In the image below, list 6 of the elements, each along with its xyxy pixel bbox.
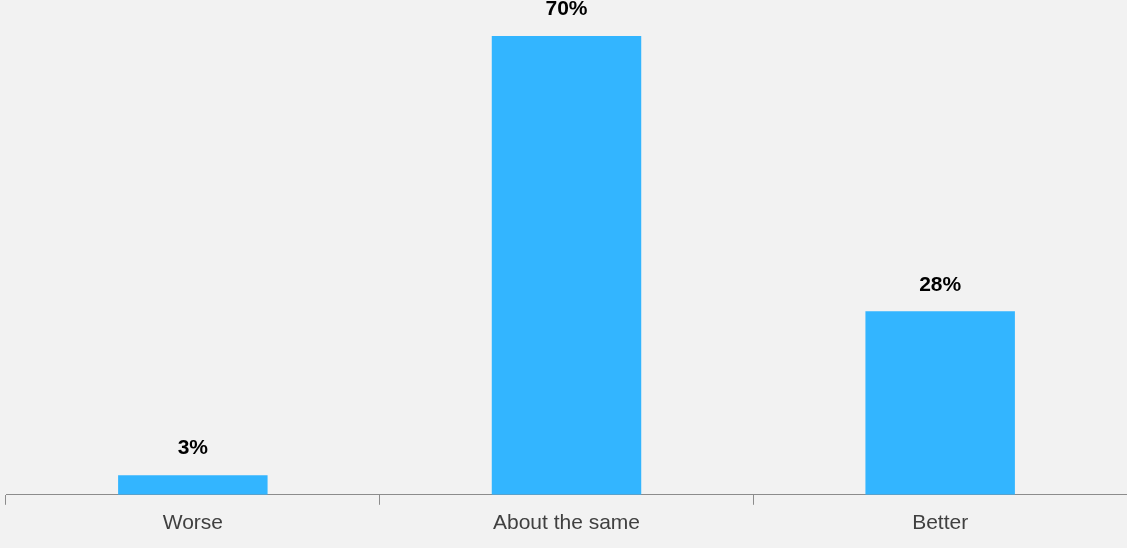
data-label: 28%	[919, 271, 962, 295]
data-label: 3%	[177, 435, 209, 459]
x-tick-label: Better	[912, 510, 969, 534]
x-tick-label: About the same	[492, 510, 641, 534]
x-tick-label: Worse	[162, 510, 223, 534]
data-label: 70%	[545, 0, 588, 20]
